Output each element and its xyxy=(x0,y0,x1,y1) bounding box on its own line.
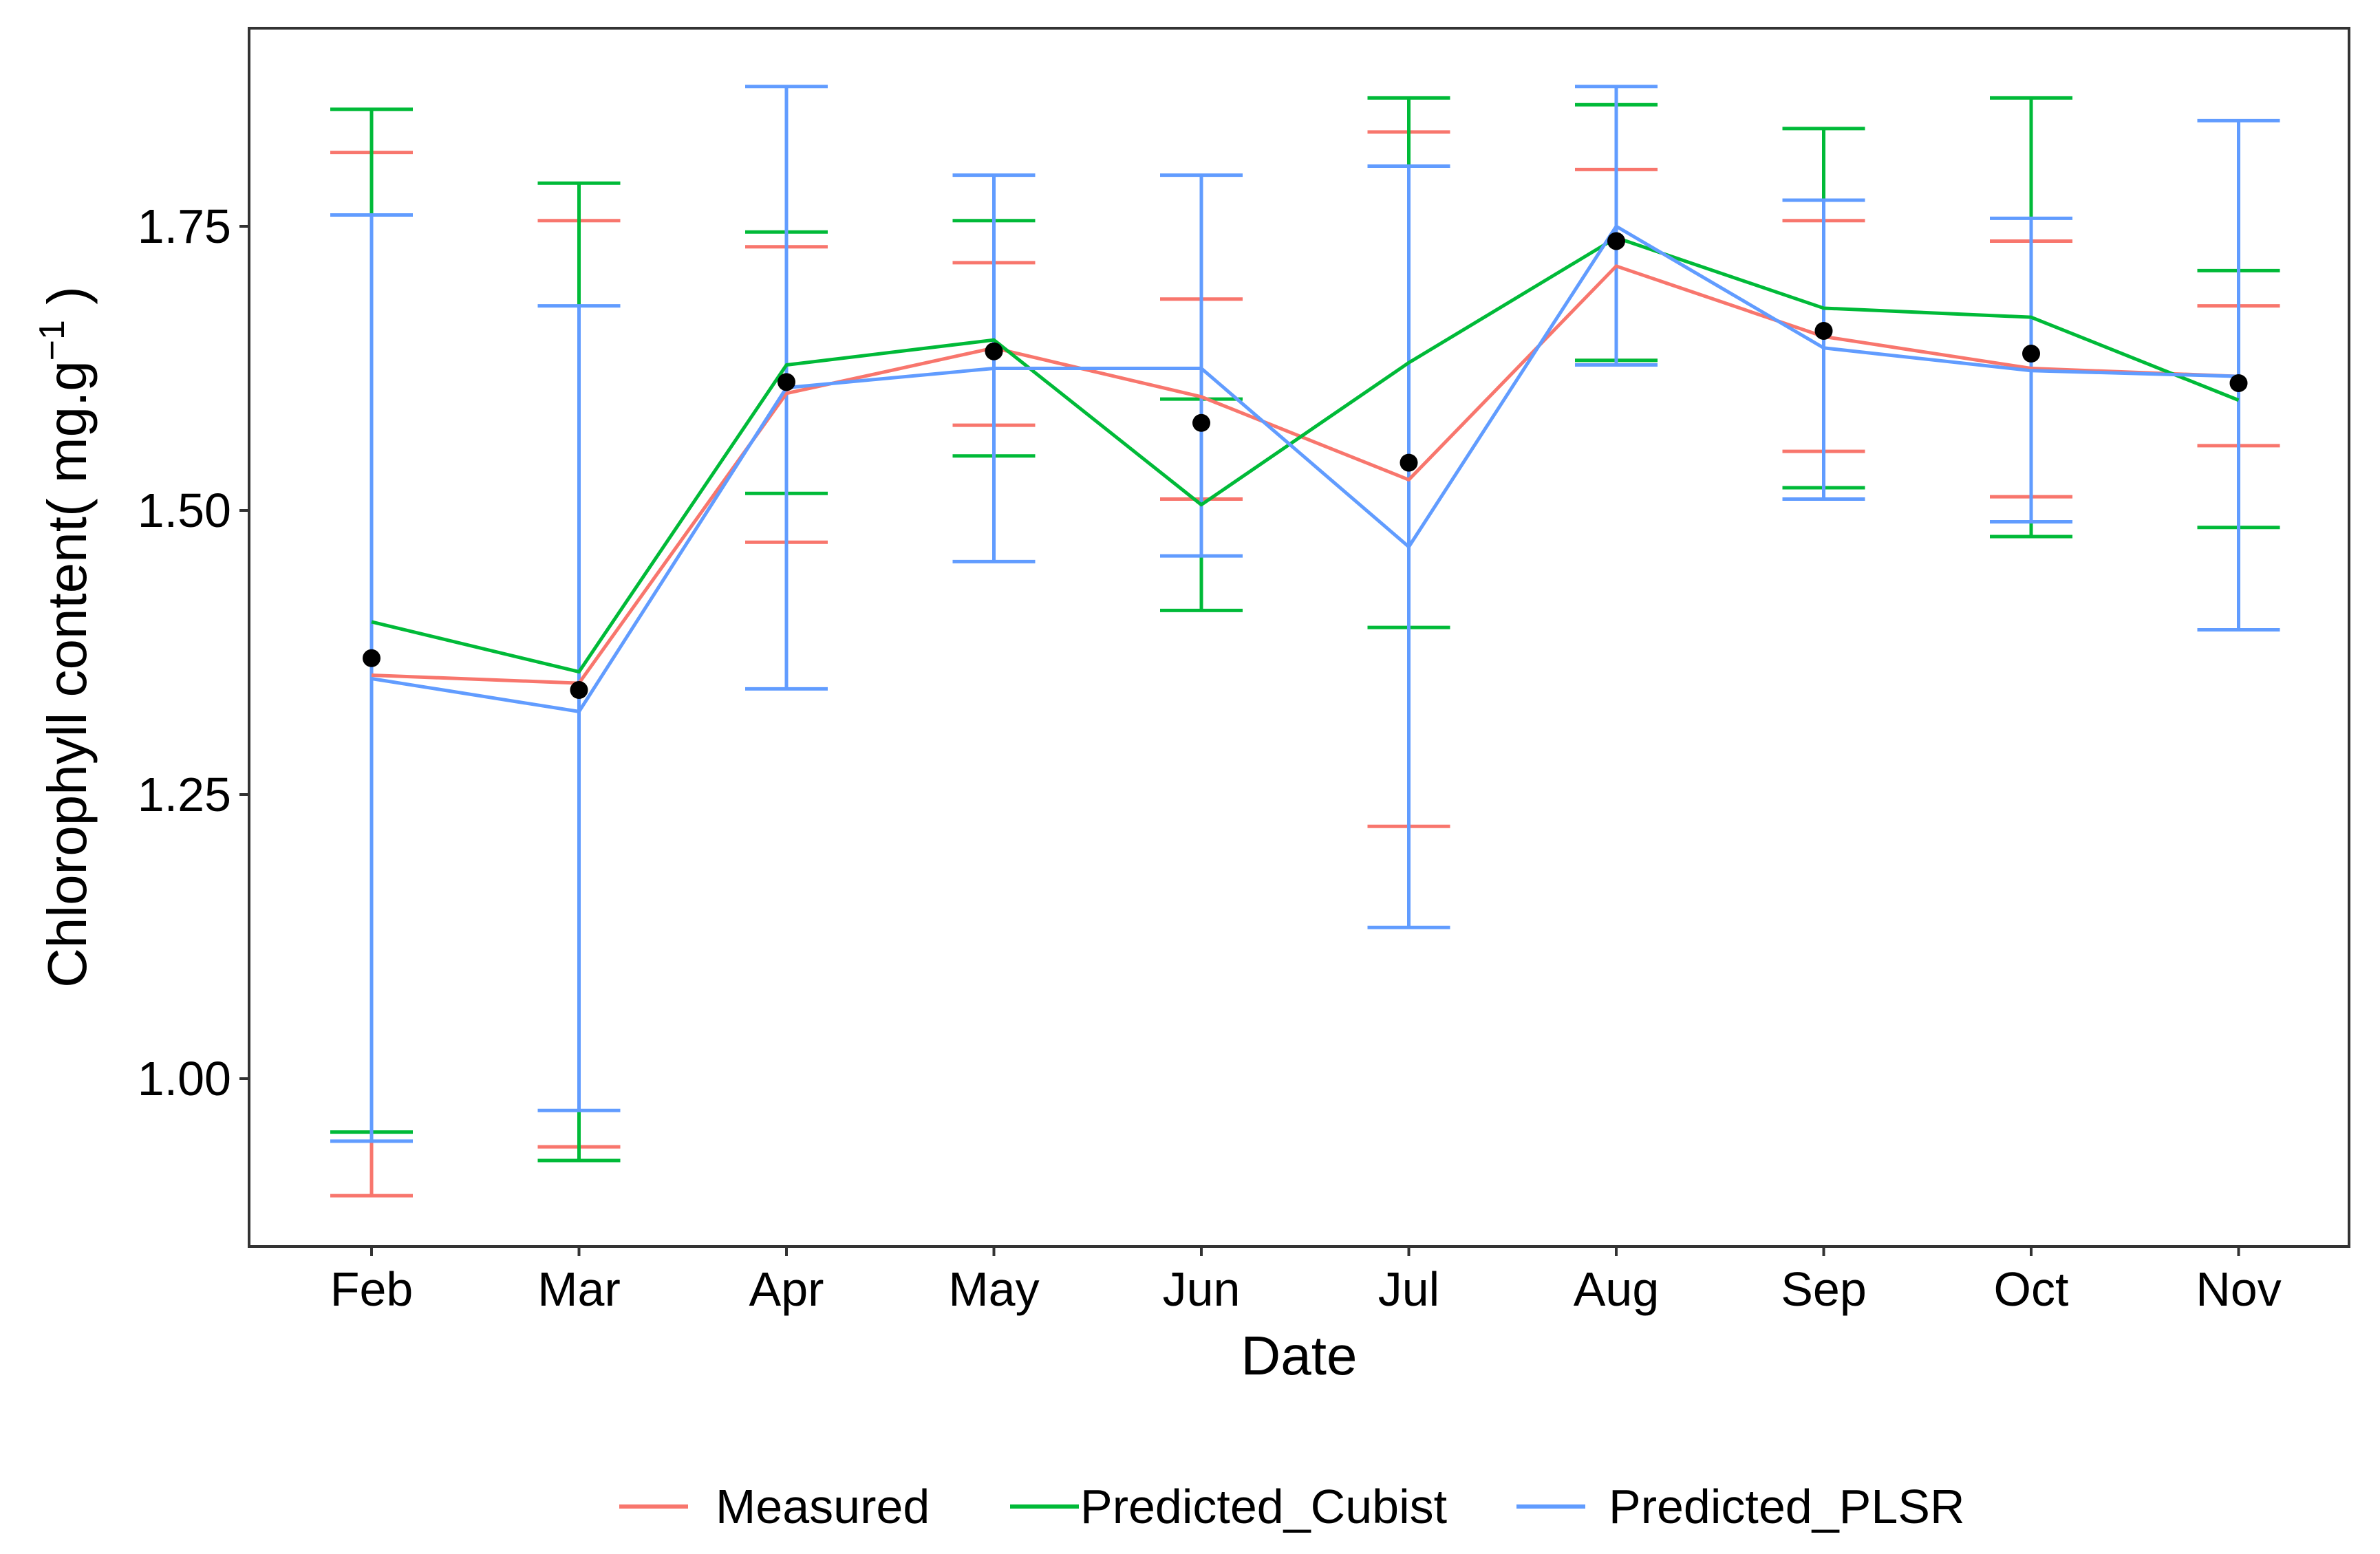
legend-label-measured: Measured xyxy=(716,1480,930,1533)
y-axis-title: Chlorophyll content( mg.g−1 ) xyxy=(32,286,98,988)
y-tick-label: 1.75 xyxy=(138,199,231,253)
x-tick-label-mar: Mar xyxy=(537,1262,621,1316)
x-tick-label-apr: Apr xyxy=(749,1262,824,1316)
x-tick-label-oct: Oct xyxy=(1994,1262,2069,1316)
legend: Measured Predicted_Cubist Predicted_PLSR xyxy=(619,1480,1965,1533)
y-tick-label: 1.00 xyxy=(138,1052,231,1105)
legend-item-predicted-plsr: Predicted_PLSR xyxy=(1516,1480,1965,1533)
line-predicted-cubist xyxy=(371,236,2240,674)
line-predicted-plsr xyxy=(371,224,2239,713)
data-point-oct xyxy=(2022,345,2040,363)
errorbar-predicted-plsr-feb xyxy=(330,213,413,1143)
x-tick-label-jul: Jul xyxy=(1378,1262,1439,1316)
line-measured xyxy=(371,264,2239,685)
x-tick-label-nov: Nov xyxy=(2196,1262,2281,1316)
plot-panel-border xyxy=(248,27,2350,1248)
errorbar-predicted-plsr-mar xyxy=(537,304,621,1112)
x-tick-label-may: May xyxy=(948,1262,1039,1316)
legend-item-predicted-cubist: Predicted_Cubist xyxy=(1010,1480,1447,1533)
y-tick-label: 1.50 xyxy=(138,484,231,537)
data-point-jun xyxy=(1192,413,1210,432)
legend-label-predicted-cubist: Predicted_Cubist xyxy=(1080,1480,1447,1533)
legend-label-predicted-plsr: Predicted_PLSR xyxy=(1609,1480,1965,1533)
data-point-nov xyxy=(2229,374,2248,392)
y-tick-label: 1.25 xyxy=(138,768,231,821)
legend-item-measured: Measured xyxy=(619,1480,930,1533)
y-axis-title-superscript: −1 xyxy=(32,320,72,360)
data-point-apr xyxy=(778,373,795,391)
x-tick-label-jun: Jun xyxy=(1163,1262,1241,1316)
data-point-may xyxy=(985,342,1003,360)
data-point-feb xyxy=(363,649,380,667)
data-point-mar xyxy=(570,681,588,700)
data-point-aug xyxy=(1607,232,1625,250)
data-point-jul xyxy=(1400,453,1418,472)
x-tick-label-sep: Sep xyxy=(1781,1262,1867,1316)
x-tick-label-feb: Feb xyxy=(330,1262,414,1316)
x-axis-title: Date xyxy=(1241,1325,1358,1386)
x-tick-label-aug: Aug xyxy=(1574,1262,1660,1316)
errorbar-predicted-plsr-jun xyxy=(1160,173,1243,558)
data-point-sep xyxy=(1814,321,1833,340)
